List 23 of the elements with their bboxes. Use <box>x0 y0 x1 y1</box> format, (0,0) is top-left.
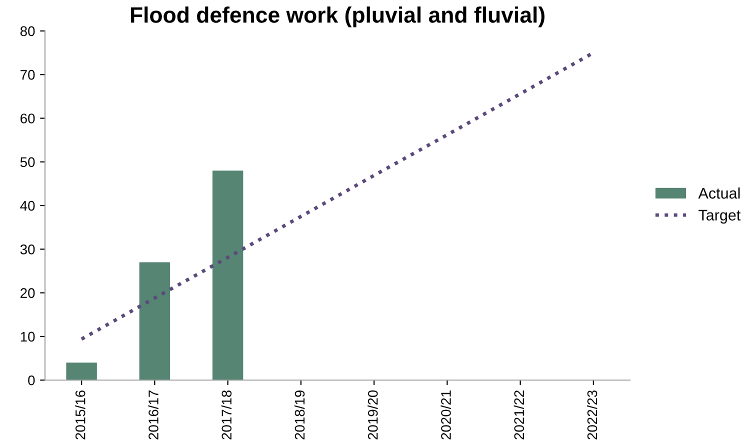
y-tick-label: 20 <box>20 288 35 298</box>
x-tick-label: 2015/16 <box>75 390 86 440</box>
bar <box>66 362 97 380</box>
y-tick-label: 50 <box>20 157 35 168</box>
legend-label: Target <box>698 210 741 224</box>
y-tick-label: 70 <box>20 70 35 80</box>
y-tick-label: 40 <box>20 200 35 211</box>
bar <box>139 262 170 380</box>
y-tick-label: 80 <box>20 26 35 36</box>
y-tick-label: 60 <box>20 114 35 124</box>
bar <box>212 170 244 380</box>
y-tick-label: 0 <box>28 375 35 386</box>
x-tick-label: 2021/22 <box>514 390 524 440</box>
x-tick-label: 2016/17 <box>148 390 158 440</box>
y-tick-label: 10 <box>20 332 35 342</box>
y-tick-label: 30 <box>20 244 35 254</box>
x-tick-label: 2019/20 <box>368 390 378 440</box>
legend-label: Actual <box>698 187 740 199</box>
chart-title: Flood defence work (pluvial and fluvial) <box>130 6 544 28</box>
x-tick-label: 2020/21 <box>440 390 451 440</box>
x-tick-label: 2022/23 <box>586 390 598 440</box>
x-tick-label: 2018/19 <box>294 390 305 440</box>
x-tick-label: 2017/18 <box>221 390 232 440</box>
